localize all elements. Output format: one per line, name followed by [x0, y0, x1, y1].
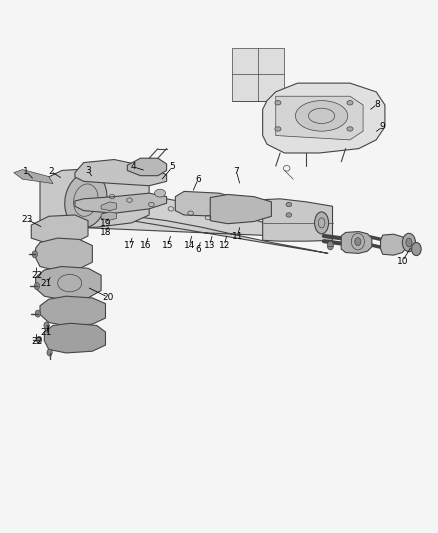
Text: 6: 6: [195, 175, 201, 184]
Text: 22: 22: [31, 337, 42, 346]
Polygon shape: [276, 96, 363, 140]
Ellipse shape: [47, 349, 52, 356]
Text: 4: 4: [131, 163, 137, 172]
Text: 19: 19: [100, 219, 111, 228]
Ellipse shape: [32, 251, 37, 258]
Text: 22: 22: [31, 271, 42, 280]
Text: 3: 3: [85, 166, 91, 175]
Polygon shape: [341, 231, 372, 253]
Polygon shape: [14, 169, 53, 183]
Ellipse shape: [295, 101, 348, 131]
Polygon shape: [75, 193, 166, 213]
Polygon shape: [35, 238, 92, 271]
Ellipse shape: [355, 238, 361, 246]
Polygon shape: [210, 195, 272, 224]
Ellipse shape: [286, 213, 292, 217]
Text: 10: 10: [397, 257, 408, 266]
Polygon shape: [263, 199, 332, 241]
Ellipse shape: [65, 173, 107, 228]
Text: 8: 8: [374, 100, 380, 109]
Ellipse shape: [327, 241, 333, 250]
Text: 1: 1: [23, 167, 29, 176]
Text: 13: 13: [204, 241, 215, 250]
Ellipse shape: [35, 310, 40, 317]
Ellipse shape: [44, 322, 49, 329]
Text: 18: 18: [100, 228, 111, 237]
Text: 9: 9: [380, 122, 385, 131]
Text: 15: 15: [162, 241, 173, 250]
Polygon shape: [232, 48, 285, 101]
Text: 16: 16: [140, 241, 152, 250]
Polygon shape: [175, 191, 237, 216]
Text: 6: 6: [195, 245, 201, 254]
Text: 20: 20: [102, 293, 113, 302]
Ellipse shape: [347, 101, 353, 105]
Ellipse shape: [314, 212, 328, 234]
Text: 7: 7: [233, 167, 239, 176]
Text: 11: 11: [232, 232, 243, 241]
Ellipse shape: [403, 233, 416, 252]
Ellipse shape: [275, 101, 281, 105]
Text: 2: 2: [48, 167, 54, 176]
Ellipse shape: [36, 336, 42, 343]
Ellipse shape: [34, 282, 39, 289]
Polygon shape: [101, 202, 117, 211]
Polygon shape: [75, 159, 166, 185]
Text: 21: 21: [41, 279, 52, 288]
Ellipse shape: [412, 243, 421, 256]
Polygon shape: [101, 212, 117, 220]
Text: 5: 5: [170, 163, 175, 172]
Polygon shape: [381, 234, 406, 255]
Ellipse shape: [155, 189, 166, 197]
Polygon shape: [31, 215, 88, 244]
Text: 14: 14: [184, 241, 195, 250]
Text: 17: 17: [124, 241, 135, 250]
Polygon shape: [40, 296, 106, 326]
Polygon shape: [53, 195, 328, 253]
Polygon shape: [127, 158, 166, 176]
Text: 12: 12: [219, 241, 230, 250]
Ellipse shape: [275, 127, 281, 131]
Text: 23: 23: [21, 215, 32, 224]
Text: 21: 21: [41, 328, 52, 337]
Polygon shape: [44, 323, 106, 353]
Polygon shape: [263, 83, 385, 153]
Ellipse shape: [406, 238, 412, 247]
Ellipse shape: [347, 127, 353, 131]
Ellipse shape: [286, 203, 292, 207]
Polygon shape: [35, 266, 101, 300]
Polygon shape: [40, 168, 149, 234]
